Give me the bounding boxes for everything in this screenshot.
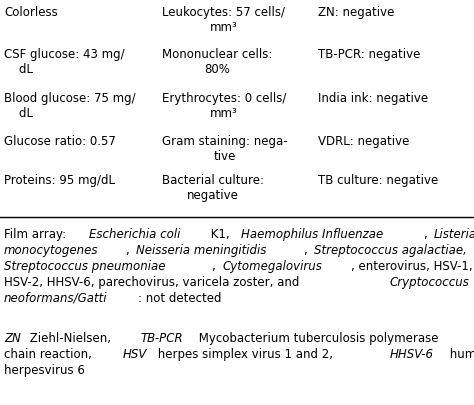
Text: Bacterial culture:
negative: Bacterial culture: negative bbox=[162, 174, 264, 202]
Text: Mycobacterium tuberculosis polymerase: Mycobacterium tuberculosis polymerase bbox=[195, 331, 438, 344]
Text: Listeria: Listeria bbox=[434, 228, 474, 241]
Text: Streptococcus agalactiae,: Streptococcus agalactiae, bbox=[313, 243, 466, 256]
Text: Cytomegalovirus: Cytomegalovirus bbox=[222, 259, 322, 272]
Text: K1,: K1, bbox=[207, 228, 233, 241]
Text: ZN: ZN bbox=[4, 331, 21, 344]
Text: Neisseria meningitidis: Neisseria meningitidis bbox=[136, 243, 266, 256]
Text: Glucose ratio: 0.57: Glucose ratio: 0.57 bbox=[4, 135, 116, 148]
Text: ,: , bbox=[212, 259, 220, 272]
Text: Erythrocytes: 0 cells/
mm³: Erythrocytes: 0 cells/ mm³ bbox=[162, 92, 286, 120]
Text: Blood glucose: 75 mg/
    dL: Blood glucose: 75 mg/ dL bbox=[4, 92, 136, 120]
Text: human: human bbox=[446, 347, 474, 360]
Text: VDRL: negative: VDRL: negative bbox=[318, 135, 410, 148]
Text: monocytogenes: monocytogenes bbox=[4, 243, 99, 256]
Text: neoformans/Gatti: neoformans/Gatti bbox=[4, 291, 108, 304]
Text: herpes simplex virus 1 and 2,: herpes simplex virus 1 and 2, bbox=[154, 347, 337, 360]
Text: Gram staining: nega-
tive: Gram staining: nega- tive bbox=[162, 135, 288, 162]
Text: , enterovirus, HSV-1,: , enterovirus, HSV-1, bbox=[351, 259, 473, 272]
Text: Leukocytes: 57 cells/
mm³: Leukocytes: 57 cells/ mm³ bbox=[162, 6, 285, 34]
Text: : not detected: : not detected bbox=[137, 291, 221, 304]
Text: Colorless: Colorless bbox=[4, 6, 58, 19]
Text: ,: , bbox=[425, 228, 432, 241]
Text: HHSV-6: HHSV-6 bbox=[390, 347, 434, 360]
Text: Haemophilus Influenzae: Haemophilus Influenzae bbox=[241, 228, 383, 241]
Text: Escherichia coli: Escherichia coli bbox=[89, 228, 181, 241]
Text: Streptococcus pneumoniae: Streptococcus pneumoniae bbox=[4, 259, 165, 272]
Text: Cryptococcus: Cryptococcus bbox=[390, 275, 470, 288]
Text: Ziehl-Nielsen,: Ziehl-Nielsen, bbox=[26, 331, 114, 344]
Text: TB-PCR: negative: TB-PCR: negative bbox=[318, 48, 420, 61]
Text: TB-PCR: TB-PCR bbox=[140, 331, 183, 344]
Text: Proteins: 95 mg/dL: Proteins: 95 mg/dL bbox=[4, 174, 115, 187]
Text: chain reaction,: chain reaction, bbox=[4, 347, 96, 360]
Text: Film array:: Film array: bbox=[4, 228, 70, 241]
Text: CSF glucose: 43 mg/
    dL: CSF glucose: 43 mg/ dL bbox=[4, 48, 125, 76]
Text: ZN: negative: ZN: negative bbox=[318, 6, 394, 19]
Text: ,: , bbox=[126, 243, 134, 256]
Text: herpesvirus 6: herpesvirus 6 bbox=[4, 363, 85, 376]
Text: ,: , bbox=[304, 243, 311, 256]
Text: Mononuclear cells:
80%: Mononuclear cells: 80% bbox=[162, 48, 273, 76]
Text: HSV-2, HHSV-6, parechovirus, varicela zoster, and: HSV-2, HHSV-6, parechovirus, varicela zo… bbox=[4, 275, 303, 288]
Text: HSV: HSV bbox=[122, 347, 146, 360]
Text: TB culture: negative: TB culture: negative bbox=[318, 174, 438, 187]
Text: India ink: negative: India ink: negative bbox=[318, 92, 428, 105]
